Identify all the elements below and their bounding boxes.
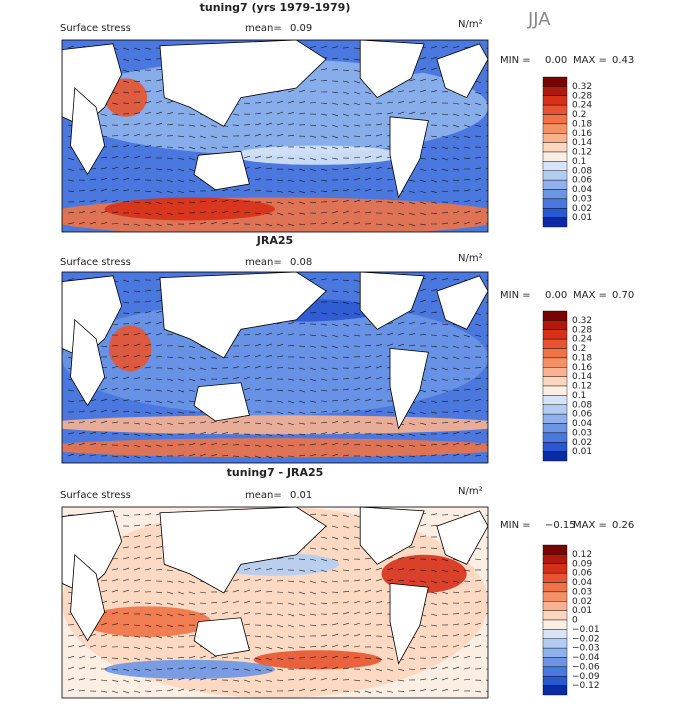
mean-label: mean= — [245, 490, 282, 501]
colorbar-swatch — [543, 105, 567, 114]
units-label: N/m² — [458, 486, 483, 497]
field-label: Surface stress — [60, 23, 131, 34]
max-value: 0.43 — [612, 55, 634, 66]
colorbar-swatch — [543, 124, 567, 133]
colorbar-label: 0.01 — [572, 213, 592, 223]
colorbar-swatch — [543, 564, 567, 573]
colorbar-swatch — [543, 442, 567, 451]
colorbar-swatch — [543, 320, 567, 329]
colorbar-swatch — [543, 452, 567, 461]
max-value: 0.70 — [612, 290, 634, 301]
colorbar-swatch — [543, 190, 567, 199]
colorbar-swatch — [543, 676, 567, 685]
min-label: MIN = — [500, 55, 531, 66]
colorbar-swatch — [543, 339, 567, 348]
min-label: MIN = — [500, 290, 531, 301]
max-label: MAX = — [573, 55, 607, 66]
field-region — [254, 650, 382, 669]
units-label: N/m² — [458, 253, 483, 264]
colorbar-swatch — [543, 218, 567, 227]
colorbar-swatch — [543, 143, 567, 152]
colorbar-label: 0.01 — [572, 447, 592, 457]
colorbar-swatch — [543, 583, 567, 592]
colorbar-swatch — [543, 592, 567, 601]
colorbar-swatch — [543, 208, 567, 217]
map — [41, 272, 510, 463]
colorbar-swatch — [543, 545, 567, 554]
colorbar-swatch — [543, 77, 567, 86]
units-label: N/m² — [458, 19, 483, 30]
map — [41, 40, 510, 236]
panel-title: JRA25 — [256, 234, 293, 247]
panel-title: tuning7 (yrs 1979-1979) — [200, 1, 351, 14]
colorbar-swatch — [543, 199, 567, 208]
colorbar-swatch — [543, 424, 567, 433]
colorbar-swatch — [543, 433, 567, 442]
min-value: 0.00 — [545, 55, 567, 66]
colorbar-swatch — [543, 152, 567, 161]
min-label: MIN = — [500, 520, 531, 531]
field-label: Surface stress — [60, 490, 131, 501]
max-value: 0.26 — [612, 520, 634, 531]
field-region — [232, 146, 402, 165]
colorbar-swatch — [543, 611, 567, 620]
mean-value: 0.01 — [290, 490, 312, 501]
colorbar-swatch — [543, 171, 567, 180]
colorbar-swatch — [543, 648, 567, 657]
colorbar-swatch — [543, 629, 567, 638]
colorbar-swatch — [543, 133, 567, 142]
field-label: Surface stress — [60, 257, 131, 268]
colorbar-swatch — [543, 601, 567, 610]
max-label: MAX = — [573, 520, 607, 531]
colorbar-swatch — [543, 395, 567, 404]
panel-title: tuning7 - JRA25 — [227, 466, 324, 479]
colorbar-swatch — [543, 414, 567, 423]
field-region — [109, 325, 152, 371]
colorbar-swatch — [543, 405, 567, 414]
colorbar-swatch — [543, 667, 567, 676]
colorbar-swatch — [543, 620, 567, 629]
field-region — [41, 197, 510, 235]
min-value: −0.15 — [545, 520, 576, 531]
map-field — [41, 272, 510, 463]
colorbar-swatch — [543, 377, 567, 386]
map-field — [41, 40, 510, 236]
field-region — [41, 438, 510, 457]
colorbar-swatch — [543, 686, 567, 695]
max-label: MAX = — [573, 290, 607, 301]
mean-label: mean= — [245, 257, 282, 268]
mean-value: 0.08 — [290, 257, 312, 268]
colorbar-swatch — [543, 161, 567, 170]
map-field — [62, 507, 492, 698]
colorbar-swatch — [543, 330, 567, 339]
colorbar-swatch — [543, 180, 567, 189]
map — [62, 507, 492, 698]
colorbar-swatch — [543, 349, 567, 358]
colorbar-swatch — [543, 86, 567, 95]
colorbar-swatch — [543, 115, 567, 124]
colorbar-swatch — [543, 358, 567, 367]
colorbar-swatch — [543, 554, 567, 563]
field-region — [41, 415, 510, 434]
colorbar-swatch — [543, 386, 567, 395]
colorbar-label: −0.12 — [572, 681, 600, 691]
mean-label: mean= — [245, 23, 282, 34]
mean-value: 0.09 — [290, 23, 312, 34]
colorbar-swatch — [543, 96, 567, 105]
colorbar-swatch — [543, 658, 567, 667]
colorbar-swatch — [543, 639, 567, 648]
colorbar-swatch — [543, 367, 567, 376]
field-region — [105, 660, 275, 679]
colorbar-swatch — [543, 311, 567, 320]
season-label: JJA — [527, 9, 551, 30]
min-value: 0.00 — [545, 290, 567, 301]
colorbar-swatch — [543, 573, 567, 582]
